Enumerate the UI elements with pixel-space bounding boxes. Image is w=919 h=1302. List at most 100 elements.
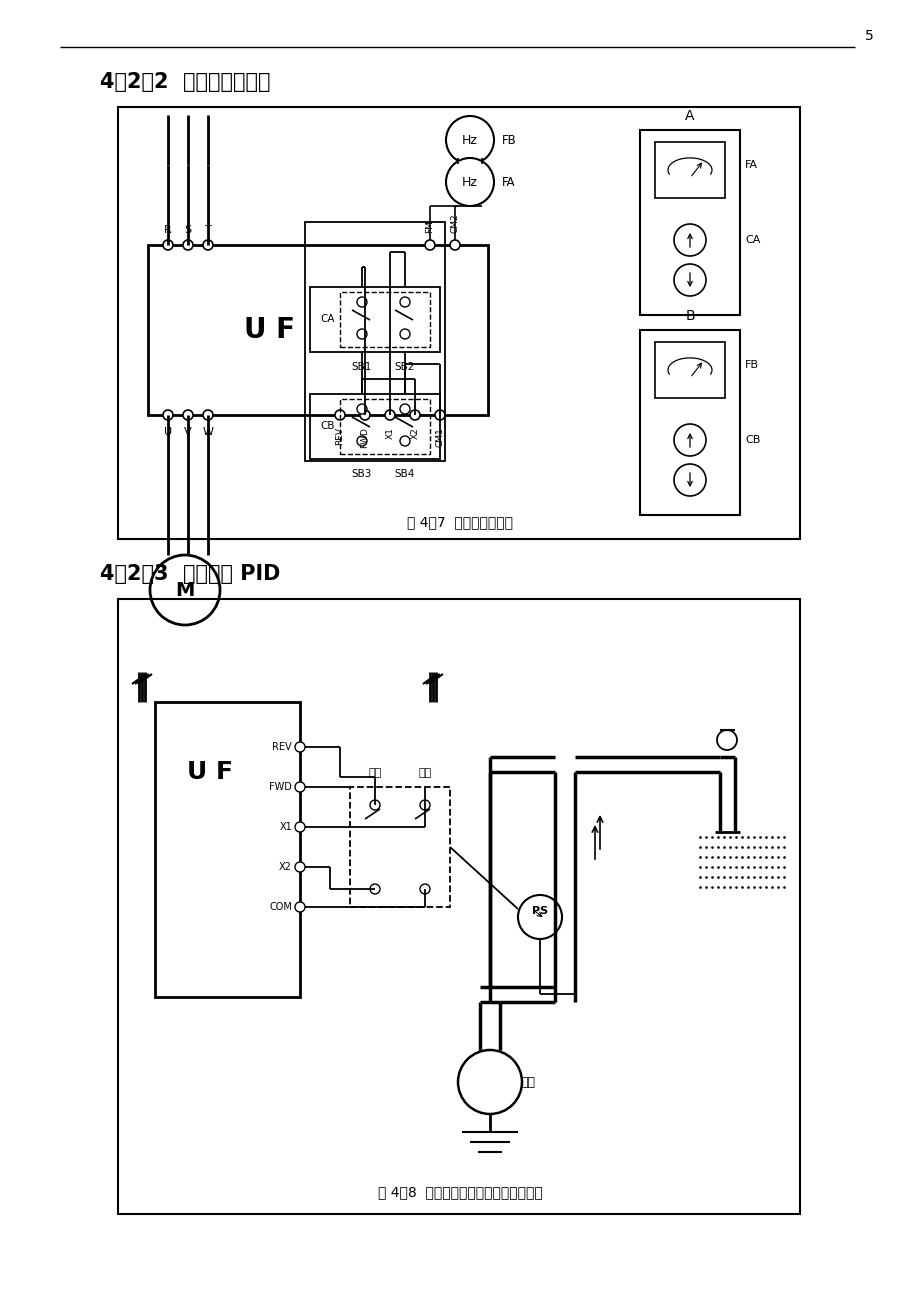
- Text: FWD: FWD: [360, 427, 369, 448]
- Text: U F: U F: [187, 760, 233, 784]
- Circle shape: [458, 1049, 521, 1115]
- Text: 图 4－8  利用升、降速端子进行恒压控制: 图 4－8 利用升、降速端子进行恒压控制: [377, 1185, 542, 1199]
- Circle shape: [369, 884, 380, 894]
- Circle shape: [716, 730, 736, 750]
- Circle shape: [400, 329, 410, 339]
- Circle shape: [357, 436, 367, 447]
- Text: 4．2．3  恒压不用 PID: 4．2．3 恒压不用 PID: [100, 564, 280, 585]
- Circle shape: [183, 410, 193, 421]
- Text: X1: X1: [385, 427, 394, 439]
- Circle shape: [163, 410, 173, 421]
- Bar: [305, 223, 445, 461]
- Bar: [340, 292, 429, 348]
- Text: 下限: 下限: [368, 768, 381, 779]
- Circle shape: [517, 894, 562, 939]
- Text: REV: REV: [335, 427, 344, 445]
- Text: FB: FB: [744, 359, 758, 370]
- Circle shape: [400, 436, 410, 447]
- Text: Hz: Hz: [461, 134, 477, 147]
- Bar: [349, 786, 449, 907]
- Text: REV: REV: [272, 742, 291, 753]
- Circle shape: [357, 297, 367, 307]
- Text: SB1: SB1: [351, 362, 372, 372]
- Bar: [154, 702, 300, 997]
- Text: 上限: 上限: [418, 768, 431, 779]
- Circle shape: [420, 884, 429, 894]
- Circle shape: [384, 410, 394, 421]
- Bar: [118, 599, 800, 1213]
- Text: FB: FB: [502, 134, 516, 147]
- Circle shape: [357, 329, 367, 339]
- Text: M: M: [176, 581, 195, 599]
- Text: SB2: SB2: [394, 362, 414, 372]
- Bar: [640, 130, 739, 315]
- Bar: [148, 245, 487, 415]
- Bar: [640, 329, 739, 516]
- Text: CA: CA: [744, 234, 759, 245]
- Text: FA: FA: [502, 176, 515, 189]
- Text: FM: FM: [425, 220, 434, 233]
- Text: SB3: SB3: [351, 469, 372, 479]
- Bar: [654, 142, 724, 198]
- Text: V: V: [184, 427, 191, 437]
- Text: CM1: CM1: [435, 427, 444, 447]
- Text: X1: X1: [279, 822, 291, 832]
- Circle shape: [295, 742, 305, 753]
- Circle shape: [674, 424, 705, 456]
- Text: U F: U F: [244, 316, 295, 344]
- Circle shape: [446, 158, 494, 206]
- Circle shape: [449, 240, 460, 250]
- Circle shape: [163, 240, 173, 250]
- Bar: [654, 342, 724, 398]
- Text: CB: CB: [744, 435, 759, 445]
- Circle shape: [674, 264, 705, 296]
- Circle shape: [295, 902, 305, 911]
- Text: A: A: [685, 109, 694, 122]
- Text: CA: CA: [321, 314, 335, 324]
- Circle shape: [203, 410, 213, 421]
- Text: B: B: [685, 309, 694, 323]
- Text: X2: X2: [278, 862, 291, 872]
- Circle shape: [400, 297, 410, 307]
- Bar: [310, 286, 439, 352]
- Circle shape: [674, 464, 705, 496]
- Circle shape: [183, 240, 193, 250]
- Text: FWD: FWD: [269, 783, 291, 792]
- Circle shape: [335, 410, 345, 421]
- Circle shape: [295, 822, 305, 832]
- Text: S: S: [184, 225, 191, 234]
- Text: CM2: CM2: [450, 214, 459, 233]
- Bar: [340, 398, 429, 454]
- Circle shape: [203, 240, 213, 250]
- Text: R: R: [164, 225, 172, 234]
- Circle shape: [410, 410, 420, 421]
- Circle shape: [150, 555, 220, 625]
- Text: U: U: [164, 427, 172, 437]
- Circle shape: [674, 224, 705, 256]
- Circle shape: [369, 799, 380, 810]
- Circle shape: [425, 240, 435, 250]
- Circle shape: [420, 799, 429, 810]
- Text: COM: COM: [269, 902, 291, 911]
- Text: W: W: [202, 427, 213, 437]
- Circle shape: [295, 862, 305, 872]
- Text: CB: CB: [321, 421, 335, 431]
- Circle shape: [359, 410, 369, 421]
- Text: 5: 5: [864, 29, 873, 43]
- Circle shape: [357, 404, 367, 414]
- Bar: [310, 395, 439, 460]
- Circle shape: [400, 404, 410, 414]
- Circle shape: [295, 783, 305, 792]
- Circle shape: [435, 410, 445, 421]
- Text: 图 4－7  两地升降速控制: 图 4－7 两地升降速控制: [406, 516, 513, 529]
- Bar: [118, 107, 800, 539]
- Circle shape: [446, 116, 494, 164]
- Text: Hz: Hz: [461, 176, 477, 189]
- Text: 水泵: 水泵: [519, 1075, 535, 1088]
- Text: FA: FA: [744, 160, 757, 171]
- Text: 4．2．2  两对按鈕分两地: 4．2．2 两对按鈕分两地: [100, 72, 270, 92]
- Text: PS: PS: [531, 906, 548, 917]
- Text: SB4: SB4: [394, 469, 414, 479]
- Text: X2: X2: [410, 427, 419, 439]
- Text: T: T: [204, 225, 211, 234]
